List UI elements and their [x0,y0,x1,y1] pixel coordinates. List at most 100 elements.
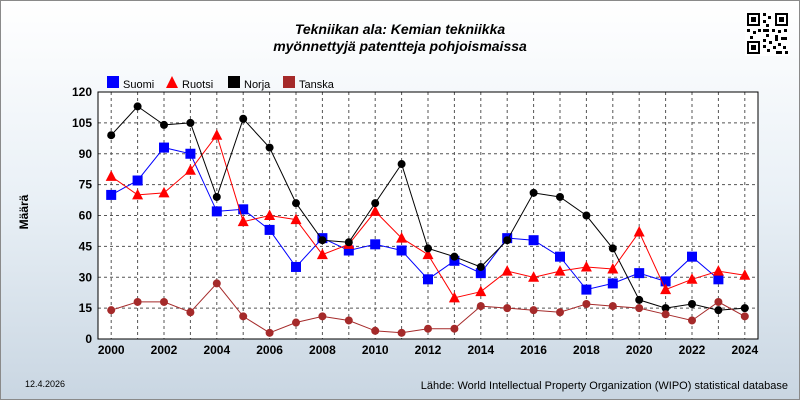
data-point [424,244,432,253]
legend-swatch [166,76,178,88]
data-point [633,225,645,237]
data-point [687,251,697,262]
data-point [714,306,723,315]
data-point [712,265,724,276]
x-tick-label: 2024 [731,343,758,357]
data-point [529,306,538,315]
series-ruotsi [105,129,751,303]
x-tick-label: 2012 [415,343,442,357]
data-point [265,328,274,337]
x-tick-label: 2018 [573,343,600,357]
x-tick-label: 2022 [679,343,706,357]
data-point [105,170,117,181]
legend-swatch [283,76,295,88]
data-point [344,238,353,247]
data-point [107,306,116,315]
data-point [397,328,406,337]
data-point [555,251,565,262]
data-point [237,215,249,227]
data-point [503,236,512,245]
data-point [688,316,696,325]
data-point [133,102,142,111]
y-tick-label: 60 [79,209,93,223]
chart-legend: Suomi Ruotsi Norja Tanska [107,76,335,91]
x-tick-label: 2004 [203,343,230,357]
data-point [450,252,459,261]
data-point [740,304,749,313]
data-point [371,326,380,335]
data-point [318,236,327,245]
data-point [582,211,591,220]
data-point [370,239,381,250]
data-point [239,312,248,321]
x-tick-label: 2002 [151,343,178,357]
legend-swatch [107,76,119,88]
data-point [264,224,275,235]
data-point [290,213,302,225]
y-tick-label: 105 [72,116,92,130]
data-point [476,302,485,311]
data-point [422,248,434,260]
data-point [369,205,381,216]
y-tick-label: 0 [85,332,92,346]
data-point [184,164,196,175]
data-point [475,285,487,297]
series-norja [107,102,749,315]
legend-label: Norja [244,79,271,91]
data-point [211,206,222,217]
data-point [686,273,698,284]
data-point [582,300,591,309]
y-tick-label: 90 [79,147,93,161]
data-point [396,232,408,243]
data-point [503,304,512,313]
legend-swatch [228,76,240,88]
x-tick-label: 2000 [98,343,125,357]
data-point [635,304,644,313]
data-point [132,175,143,186]
qr-code-icon [745,11,790,56]
data-point [106,189,117,200]
data-point [556,192,564,201]
data-point [292,199,300,208]
data-point [660,283,672,295]
data-point [159,142,169,153]
data-point [660,276,671,287]
series-tanska [107,279,749,337]
data-point [608,302,617,311]
data-point [292,318,300,327]
data-point [186,308,195,317]
data-point [476,262,485,271]
data-point [634,268,645,279]
data-point [239,114,248,123]
data-point [661,310,670,319]
date-label: 12.4.2026 [25,379,66,389]
x-tick-label: 2010 [362,343,389,357]
axis-ticks: 0 15 30 45 60 75 90 105 120 2000 2002 2004 2006 2008 2… [72,85,759,357]
data-point [580,260,592,272]
data-point [132,188,144,200]
data-point [529,188,538,197]
data-point [343,245,354,256]
data-point [448,291,460,303]
data-point [607,263,619,274]
x-tick-label: 2014 [467,343,494,357]
data-point [554,265,566,276]
data-point [528,235,539,246]
chart-title-line2: myönnettyjä patentteja pohjoismaissa [273,38,527,54]
data-point [316,248,328,260]
data-point [265,143,274,152]
data-point [501,265,513,276]
data-point [133,297,142,306]
data-point [212,192,221,201]
data-point [212,279,221,288]
source-label: Lähde: World Intellectual Property Organ… [420,380,788,392]
data-point [264,209,276,220]
data-point [740,312,749,321]
data-point [238,204,249,215]
x-tick-label: 2020 [626,343,653,357]
data-point [185,148,196,159]
data-point [291,261,301,272]
y-tick-label: 15 [79,301,93,315]
data-point [211,129,223,140]
plot-frame [97,91,759,340]
